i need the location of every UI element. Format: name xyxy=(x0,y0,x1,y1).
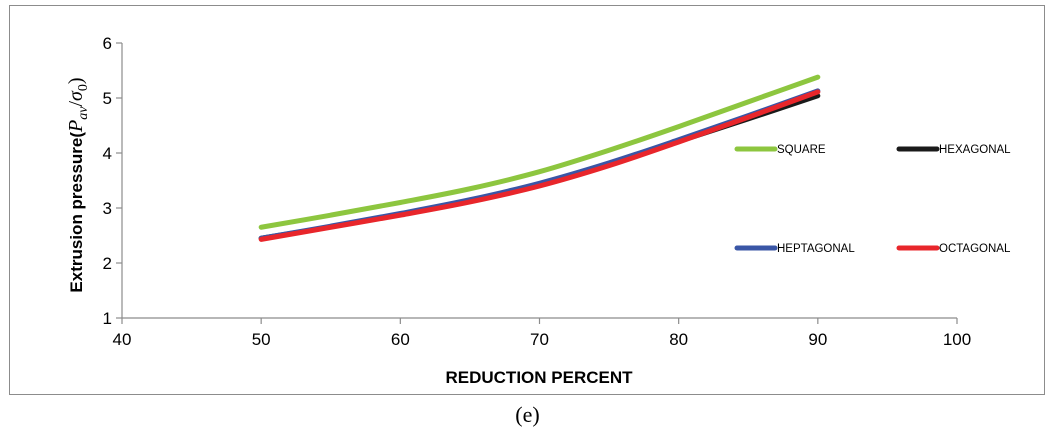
legend-label-hexagonal: HEXAGONAL xyxy=(939,144,1011,156)
y-tick-label: 1 xyxy=(103,309,112,328)
x-tick-label: 90 xyxy=(808,330,827,349)
tick-labels: 40 50 60 70 80 90 100 1 2 3 4 5 6 xyxy=(103,34,972,349)
x-tick-label: 80 xyxy=(669,330,688,349)
x-axis-title: REDUCTION PERCENT xyxy=(445,368,633,387)
y-axis-title: Extrusion pressure(Pav/σ0) xyxy=(65,77,91,292)
y-tick-label: 4 xyxy=(103,144,112,163)
y-tick-label: 6 xyxy=(103,34,112,53)
legend: SQUARE HEXAGONAL HEPTAGONAL OCTAGONAL xyxy=(734,144,1011,255)
figure-caption: (e) xyxy=(515,402,540,427)
legend-label-heptagonal: HEPTAGONAL xyxy=(777,243,855,255)
series-line-square xyxy=(258,74,821,230)
y-tick-label: 3 xyxy=(103,199,112,218)
y-tick-label: 5 xyxy=(103,89,112,108)
x-tick-label: 50 xyxy=(252,330,271,349)
tick-marks xyxy=(116,42,958,324)
legend-label-octagonal: OCTAGONAL xyxy=(939,243,1011,255)
legend-label-square: SQUARE xyxy=(777,144,826,156)
axes xyxy=(121,43,957,319)
x-tick-label: 40 xyxy=(113,330,132,349)
series-lines xyxy=(258,74,821,242)
x-tick-label: 70 xyxy=(530,330,549,349)
series-line-heptagonal xyxy=(258,88,821,241)
y-tick-label: 2 xyxy=(103,254,112,273)
series-line-hexagonal xyxy=(258,93,821,241)
series-line-octagonal xyxy=(258,89,821,242)
x-tick-label: 100 xyxy=(943,330,971,349)
x-tick-label: 60 xyxy=(391,330,410,349)
chart-frame xyxy=(9,5,1045,395)
